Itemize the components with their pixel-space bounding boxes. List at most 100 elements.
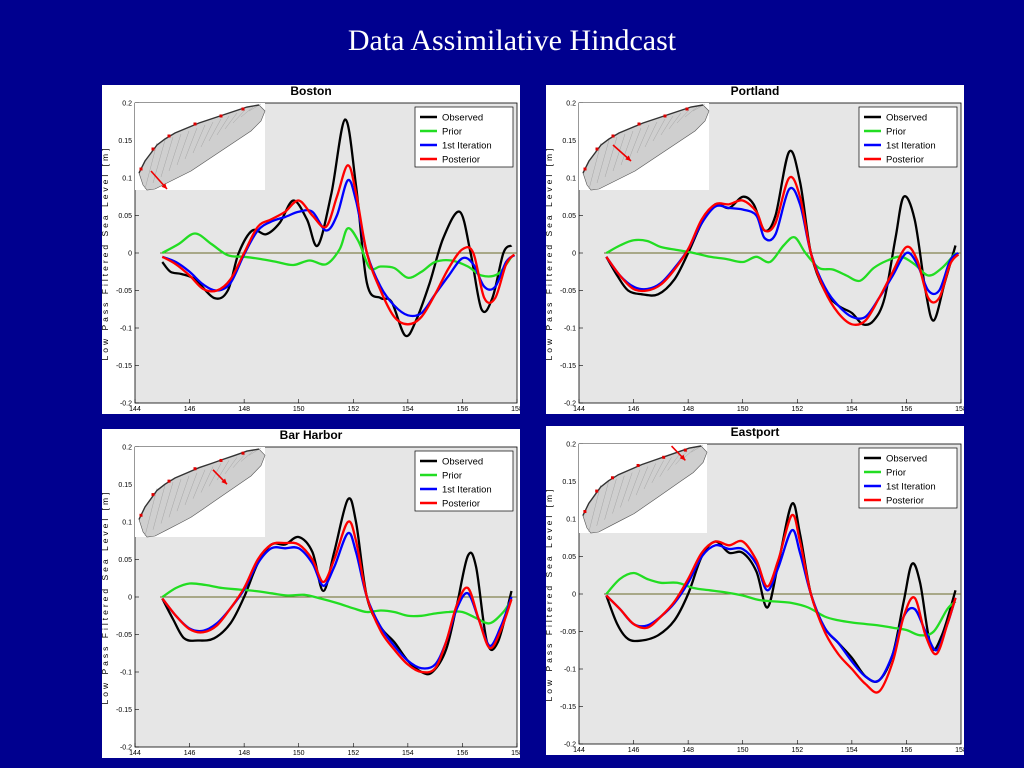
chart-boston: Boston -0.2 -0.15 -0.1 -0.05 0 0.05 0.1 0.15 0.2 1… <box>102 85 520 413</box>
y-tick-label: 0 <box>572 592 576 599</box>
y-tick-label: 0 <box>128 595 132 602</box>
tide-station-marker <box>637 122 641 126</box>
x-tick-label: 152 <box>347 406 359 413</box>
legend-entry-1st-iteration: 1st Iteration <box>442 141 492 152</box>
y-tick-label: 0 <box>572 251 576 258</box>
tide-station-marker <box>610 476 614 480</box>
legend-entry-observed: Observed <box>886 113 927 124</box>
inset-map <box>579 444 708 534</box>
y-tick-label: -0.05 <box>116 288 132 295</box>
x-tick-label: 152 <box>347 750 359 757</box>
x-tick-label: 156 <box>457 750 469 757</box>
y-axis-label: Low Pass Filtered Sea Level [m] <box>102 146 110 361</box>
tide-station-marker <box>151 493 155 497</box>
mesh-line <box>683 447 696 459</box>
tide-station-marker <box>583 167 587 171</box>
tide-station-marker <box>662 455 666 459</box>
legend-entry-prior: Prior <box>442 127 462 138</box>
mesh-line <box>636 124 650 154</box>
legend: Observed Prior 1st Iteration Posterior <box>858 447 958 509</box>
mesh-line <box>184 127 198 160</box>
mesh-line <box>604 136 618 178</box>
chart-title: Bar Harbor <box>280 429 343 442</box>
y-tick-label: -0.1 <box>120 670 132 677</box>
x-tick-label: 156 <box>457 406 469 413</box>
series-line-prior <box>605 571 957 637</box>
tide-station-marker <box>241 107 245 111</box>
y-tick-label: -0.1 <box>564 667 576 674</box>
legend-entry-1st-iteration: 1st Iteration <box>442 485 492 496</box>
x-tick-label: 150 <box>293 406 305 413</box>
mesh-line <box>216 115 230 136</box>
y-tick-label: 0.1 <box>122 520 132 527</box>
tide-station-marker <box>611 134 615 138</box>
x-tick-label: 146 <box>628 406 640 413</box>
y-tick-label: -0.15 <box>116 707 132 714</box>
y-tick-label: 0.2 <box>566 101 576 108</box>
mesh-line <box>628 469 641 502</box>
legend-entry-prior: Prior <box>886 127 906 138</box>
series-line-posterior <box>605 175 960 326</box>
x-tick-label: 148 <box>682 406 694 413</box>
mesh-line <box>684 106 698 118</box>
tide-station-marker <box>193 122 197 126</box>
inset-map <box>135 447 266 538</box>
chart-panel-portland: Portland -0.2 -0.15 -0.1 -0.05 0 0.05 0.1 0.15 0.… <box>546 85 964 414</box>
y-tick-label: -0.2 <box>120 401 132 408</box>
series-line-posterior <box>161 520 513 674</box>
coastline <box>138 104 260 174</box>
mesh-line <box>232 454 246 468</box>
mesh-line <box>160 482 174 524</box>
legend-entry-prior: Prior <box>442 471 462 482</box>
x-tick-label: 150 <box>737 747 749 754</box>
mesh-line <box>644 121 658 148</box>
x-tick-label: 158 <box>955 406 964 413</box>
mesh-line <box>176 475 190 512</box>
mesh-line <box>168 133 182 172</box>
legend-entry-observed: Observed <box>442 113 483 124</box>
mesh-line <box>643 463 656 490</box>
mesh-line <box>659 457 672 477</box>
x-tick-label: 158 <box>955 747 964 754</box>
tide-station-marker <box>219 114 223 118</box>
mesh-line <box>596 481 609 526</box>
mesh-line <box>192 469 206 499</box>
chart-bar-harbor: Bar Harbor -0.2 -0.15 -0.1 -0.05 0 0.05 0.1 0.15… <box>102 429 520 757</box>
legend-entry-posterior: Posterior <box>886 155 924 166</box>
inset-map <box>135 103 266 191</box>
series-line-prior <box>161 582 513 625</box>
station-arrow-head <box>221 478 227 485</box>
y-tick-label: -0.05 <box>560 288 576 295</box>
x-tick-label: 146 <box>184 406 196 413</box>
legend: Observed Prior 1st Iteration Posterior <box>858 106 958 168</box>
chart-portland: Portland -0.2 -0.15 -0.1 -0.05 0 0.05 0.1 0.15 0.… <box>546 85 964 413</box>
mesh-line <box>651 460 664 483</box>
mesh-line <box>612 133 626 172</box>
tide-station-marker <box>683 448 687 452</box>
chart-title: Boston <box>290 85 331 98</box>
mesh-line <box>208 118 222 142</box>
y-tick-label: 0.15 <box>562 479 576 486</box>
y-tick-label: -0.2 <box>120 745 132 752</box>
mesh-line <box>612 475 625 514</box>
inset-map <box>579 103 710 191</box>
y-tick-label: 0.2 <box>122 101 132 108</box>
x-tick-label: 154 <box>402 750 414 757</box>
x-tick-label: 150 <box>737 406 749 413</box>
mesh-line <box>588 142 602 190</box>
station-arrow-head <box>679 454 686 461</box>
y-tick-label: 0.05 <box>562 554 576 561</box>
x-tick-label: 154 <box>402 406 414 413</box>
y-tick-label: 0.15 <box>562 138 576 145</box>
x-tick-label: 152 <box>791 406 803 413</box>
legend: Observed Prior 1st Iteration Posterior <box>414 450 514 512</box>
x-tick-label: 148 <box>238 750 250 757</box>
mesh-line <box>240 450 254 462</box>
tide-station-marker <box>139 167 143 171</box>
x-tick-label: 148 <box>682 747 694 754</box>
mesh-line <box>160 136 174 178</box>
mesh-line <box>184 472 198 506</box>
tide-station-marker <box>583 510 587 514</box>
y-tick-label: 0.1 <box>122 176 132 183</box>
y-axis-label: Low Pass Filtered Sea Level [m] <box>102 490 110 705</box>
